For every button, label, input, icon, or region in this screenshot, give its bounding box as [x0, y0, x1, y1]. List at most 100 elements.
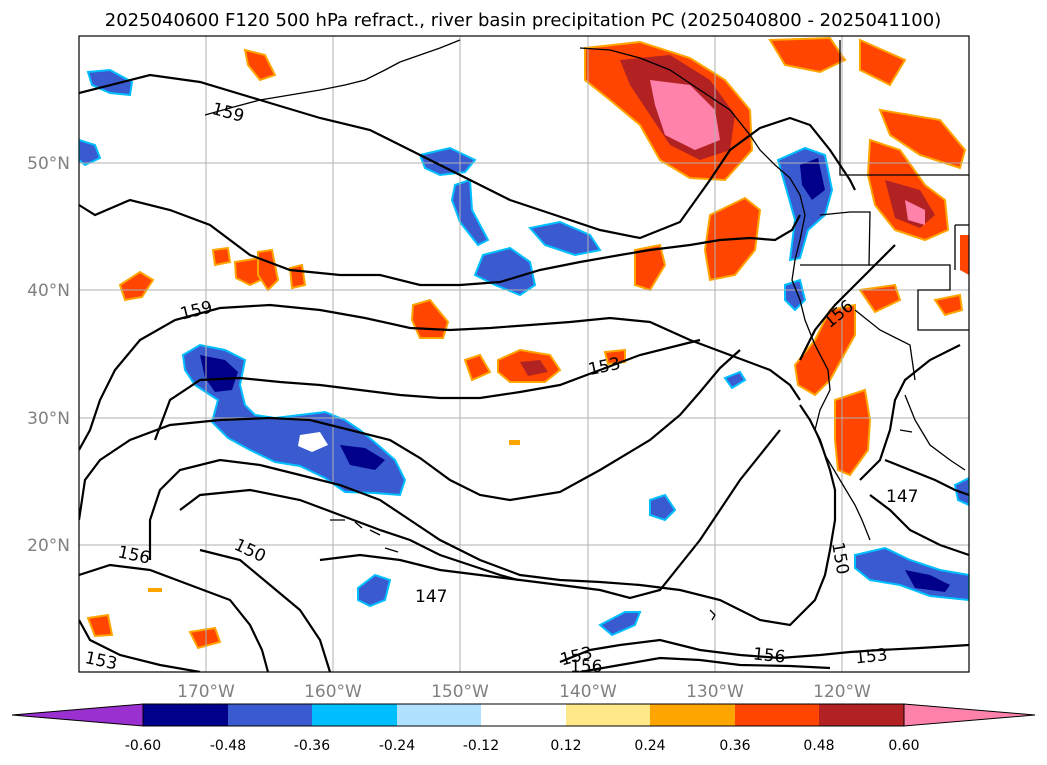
colorbar-segment — [397, 704, 481, 726]
precip-positive-region — [905, 200, 925, 225]
contour-label: 153 — [854, 645, 888, 668]
precip-positive-region — [634, 243, 667, 292]
precip-positive-region — [793, 303, 856, 397]
contour-label: 156 — [570, 657, 602, 677]
colorbar-tick-label: -0.48 — [210, 738, 246, 754]
colorbar-segment — [143, 704, 228, 726]
precip-negative-region — [298, 432, 328, 452]
precip-positive-region — [878, 108, 967, 170]
precip-positive-region — [288, 263, 307, 290]
lat-label: 50°N — [27, 154, 70, 174]
precip-positive-region — [211, 246, 232, 267]
precip-positive-region — [960, 235, 969, 275]
precip-positive-region — [858, 283, 902, 314]
colorbar-tick-label: 0.24 — [634, 738, 665, 754]
precip-positive-region — [834, 388, 872, 477]
contour-label: 147 — [886, 487, 918, 507]
lon-label: 140°W — [559, 682, 617, 702]
precip-negative-region — [340, 445, 385, 470]
precip-positive-region — [118, 270, 155, 302]
precip-positive-region — [768, 36, 847, 74]
precip-negative-region — [418, 146, 477, 177]
precip-positive-region — [188, 626, 222, 650]
contour-153-s — [559, 638, 969, 664]
lon-label: 170°W — [177, 682, 235, 702]
precip-negative-region — [86, 68, 134, 97]
precip-positive-region — [650, 80, 720, 150]
precip-negative-region — [200, 355, 238, 392]
graticule — [79, 36, 969, 672]
lat-label: 30°N — [27, 409, 70, 429]
colorbar-segment — [650, 704, 735, 726]
contour-156-sw — [79, 563, 270, 672]
precip-positive-region — [509, 440, 520, 445]
longitude-labels: 170°W 160°W 150°W 140°W 130°W 120°W — [177, 682, 871, 702]
contour-159-mid — [79, 303, 801, 451]
contour-150-east — [884, 458, 969, 497]
colorbar-segment — [228, 704, 312, 726]
contour-147-se — [859, 344, 961, 481]
precip-negative-region — [905, 570, 950, 592]
contour-153-south — [79, 619, 201, 672]
contour-153-mid — [153, 338, 701, 441]
colorbar: -0.60 -0.48 -0.36 -0.24 -0.12 0.12 0.24 … — [11, 703, 1036, 754]
lon-label: 150°W — [431, 682, 489, 702]
lat-label: 20°N — [27, 536, 70, 556]
colorbar-extend-low — [11, 703, 144, 727]
colorbar-tick-label: 0.36 — [719, 738, 750, 754]
colorbar-segment — [819, 704, 904, 726]
colorbar-tick-label: 0.60 — [888, 738, 919, 754]
lat-label: 40°N — [27, 281, 70, 301]
figure-title: 2025040600 F120 500 hPa refract., river … — [105, 10, 941, 31]
colorbar-tick-label: -0.12 — [463, 738, 499, 754]
precip-positive-region — [520, 360, 548, 376]
map-area: 159 159 156 156 156 156 153 153 153 153 … — [79, 36, 969, 677]
precip-negative-region — [450, 178, 490, 247]
contour-147-east — [869, 494, 969, 557]
precip-negative-region — [79, 138, 102, 167]
precip-negative-region — [528, 220, 602, 257]
contour-147-south — [319, 429, 781, 600]
contour-150-sw — [199, 548, 332, 672]
colorbar-extend-high — [903, 703, 1036, 727]
colorbar-ticks: -0.60 -0.48 -0.36 -0.24 -0.12 0.12 0.24 … — [125, 738, 920, 754]
contour-156-north — [79, 198, 801, 287]
precip-negative-region — [800, 158, 825, 200]
colorbar-tick-label: -0.24 — [379, 738, 415, 754]
latitude-labels: 50°N 40°N 30°N 20°N — [27, 154, 70, 556]
precip-positive-region — [86, 613, 114, 638]
contour-156-south — [79, 349, 741, 521]
precip-negative-region — [598, 611, 642, 637]
colorbar-segment — [312, 704, 397, 726]
contour-147-west — [179, 488, 519, 582]
contour-156-coast — [799, 244, 896, 361]
contour-159-north — [79, 73, 856, 240]
colorbar-tick-label: -0.60 — [125, 738, 161, 754]
coastlines — [204, 39, 969, 621]
precip-positive-region — [603, 348, 626, 366]
lon-label: 130°W — [686, 682, 744, 702]
contour-150 — [148, 404, 837, 627]
precip-positive-region — [463, 353, 492, 382]
contour-label: 147 — [415, 587, 447, 607]
colorbar-tick-label: -0.36 — [294, 738, 330, 754]
precip-negative-region — [649, 493, 677, 522]
lon-label: 120°W — [813, 682, 871, 702]
colorbar-tick-label: 0.48 — [803, 738, 834, 754]
precip-negative-region — [357, 573, 392, 608]
height-contours — [79, 73, 969, 672]
colorbar-segment — [566, 704, 650, 726]
precip-positive-region — [933, 293, 964, 317]
precip-positive-region — [148, 588, 162, 592]
precip-negative-region — [723, 370, 747, 390]
colorbar-tick-label: 0.12 — [550, 738, 581, 754]
lon-label: 160°W — [304, 682, 362, 702]
colorbar-segment — [481, 704, 566, 726]
colorbar-segment — [735, 704, 819, 726]
precip-positive-region — [859, 38, 907, 87]
contour-156-s — [579, 656, 831, 672]
contour-label: 153 — [83, 648, 119, 674]
contour-label: 156 — [752, 644, 786, 667]
map-frame — [78, 35, 970, 673]
